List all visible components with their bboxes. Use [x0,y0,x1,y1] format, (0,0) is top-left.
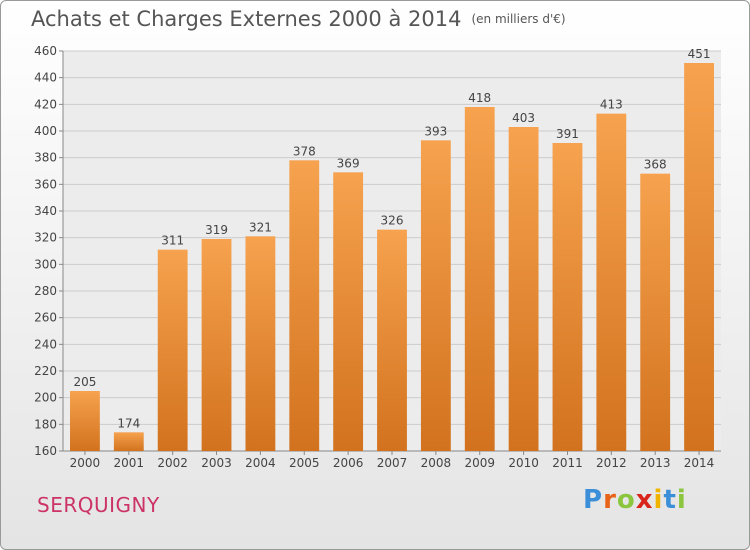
y-tick-label: 400 [34,124,57,138]
data-label: 451 [688,47,711,61]
data-label: 321 [249,220,272,234]
logo-letter: r [603,485,617,515]
y-tick-label: 320 [34,231,57,245]
x-tick-label: 2014 [684,456,715,470]
y-tick-label: 280 [34,284,57,298]
data-label: 319 [205,223,228,237]
x-tick-label: 2002 [157,456,188,470]
logo-letter: o [616,485,636,515]
chart-subtitle: (en milliers d'€) [471,12,566,26]
logo-letter: t [663,485,677,515]
data-label: 174 [117,416,140,430]
y-tick-label: 260 [34,311,57,325]
y-tick-label: 440 [34,71,57,85]
bar [113,432,144,451]
x-tick-label: 2003 [201,456,232,470]
commune-name: SERQUIGNY [37,493,160,517]
data-label: 393 [424,124,447,138]
y-tick-label: 460 [34,44,57,58]
logo-letter: P [583,485,604,515]
x-tick-label: 2004 [245,456,276,470]
bar [684,63,714,451]
data-label: 311 [161,234,184,248]
bar [289,160,320,452]
data-label: 403 [512,111,535,125]
bar [157,249,188,451]
bar [464,107,495,451]
y-tick-label: 220 [34,364,57,378]
x-tick-label: 2009 [464,456,495,470]
y-tick-label: 240 [34,337,57,351]
x-tick-label: 2007 [377,456,408,470]
bar [508,127,539,451]
data-label: 205 [73,375,96,389]
logo-letter: x [635,485,654,515]
data-label: 391 [556,127,579,141]
x-tick-label: 2001 [114,456,145,470]
bar [552,143,583,451]
bar [201,239,232,451]
x-tick-label: 2011 [552,456,583,470]
bar [640,173,671,451]
y-tick-label: 300 [34,257,57,271]
bar [596,113,627,452]
proxiti-logo: Proxiti [583,487,687,513]
bar [70,391,100,451]
bar [420,140,451,452]
y-tick-label: 360 [34,177,57,191]
data-label: 418 [468,91,491,105]
data-label: 368 [644,158,667,172]
y-tick-label: 380 [34,151,57,165]
logo-letter: i [676,485,687,515]
x-tick-label: 2013 [640,456,671,470]
y-tick-label: 340 [34,204,57,218]
data-label: 369 [337,156,360,170]
y-tick-label: 420 [34,97,57,111]
chart-title: Achats et Charges Externes 2000 à 2014 (e… [31,7,566,31]
y-tick-label: 180 [34,417,57,431]
data-label: 413 [600,98,623,112]
x-tick-label: 2008 [421,456,452,470]
y-tick-label: 200 [34,391,57,405]
bar [333,172,364,452]
data-label: 326 [381,214,404,228]
y-tick-label: 160 [34,444,57,458]
x-tick-label: 2012 [596,456,627,470]
data-label: 378 [293,144,316,158]
bar [245,236,276,451]
x-tick-label: 2010 [508,456,539,470]
x-tick-label: 2005 [289,456,320,470]
logo-letter: i [653,485,664,515]
chart-title-text: Achats et Charges Externes 2000 à 2014 [31,7,462,31]
bar [377,229,407,451]
x-tick-label: 2006 [333,456,364,470]
x-tick-label: 2000 [70,456,101,470]
